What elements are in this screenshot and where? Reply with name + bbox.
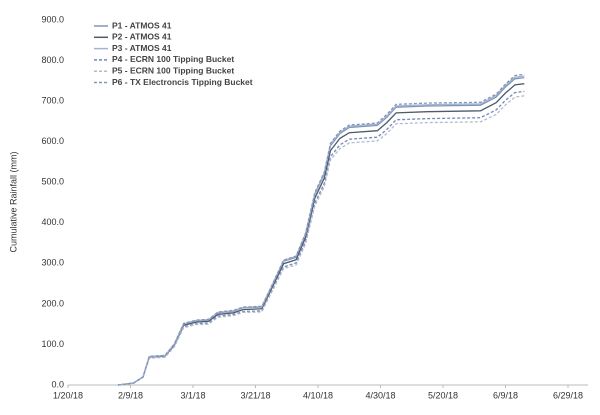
legend-label: P3 - ATMOS 41 bbox=[112, 43, 172, 53]
y-tick-label: 200.0 bbox=[41, 298, 64, 308]
x-tick-label: 4/10/18 bbox=[303, 390, 333, 400]
series-line bbox=[117, 90, 525, 386]
legend-label: P5 - ECRN 100 Tipping Bucket bbox=[112, 65, 234, 75]
y-axis-label: Cumulative Rainfall (mm) bbox=[8, 151, 18, 252]
x-tick-label: 5/20/18 bbox=[428, 390, 458, 400]
x-tick-label: 6/29/18 bbox=[553, 390, 583, 400]
legend-label: P4 - ECRN 100 Tipping Bucket bbox=[112, 54, 234, 64]
y-tick-label: 100.0 bbox=[41, 339, 64, 349]
y-tick-label: 800.0 bbox=[41, 55, 64, 65]
series-line bbox=[117, 73, 525, 386]
y-tick-label: 900.0 bbox=[41, 14, 64, 24]
x-tick-label: 6/9/18 bbox=[493, 390, 518, 400]
legend-label: P2 - ATMOS 41 bbox=[112, 32, 172, 42]
x-tick-label: 2/9/18 bbox=[118, 390, 143, 400]
series-line bbox=[117, 83, 525, 386]
legend-label: P1 - ATMOS 41 bbox=[112, 20, 172, 30]
legend-label: P6 - TX Electroncis Tipping Bucket bbox=[112, 77, 253, 87]
y-tick-label: 400.0 bbox=[41, 217, 64, 227]
x-tick-label: 1/20/18 bbox=[53, 390, 83, 400]
series-line bbox=[117, 95, 525, 386]
y-tick-label: 700.0 bbox=[41, 95, 64, 105]
y-tick-label: 600.0 bbox=[41, 136, 64, 146]
y-tick-label: 500.0 bbox=[41, 177, 64, 187]
x-tick-label: 4/30/18 bbox=[365, 390, 395, 400]
x-tick-label: 3/21/18 bbox=[240, 390, 270, 400]
y-tick-label: 0.0 bbox=[51, 379, 64, 389]
x-tick-label: 3/1/18 bbox=[180, 390, 205, 400]
y-tick-label: 300.0 bbox=[41, 258, 64, 268]
series-line bbox=[117, 76, 525, 386]
